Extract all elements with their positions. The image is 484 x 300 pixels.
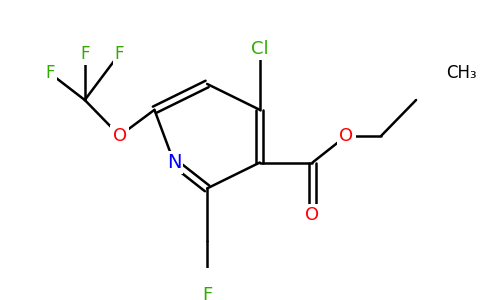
Text: Cl: Cl (251, 40, 269, 58)
Text: F: F (115, 45, 124, 63)
Text: N: N (167, 153, 182, 172)
Text: O: O (305, 206, 319, 224)
Text: F: F (45, 64, 55, 82)
Text: F: F (80, 45, 90, 63)
Text: CH₃: CH₃ (446, 64, 477, 82)
Text: O: O (113, 127, 127, 145)
Text: F: F (202, 286, 212, 300)
Text: O: O (339, 127, 353, 145)
